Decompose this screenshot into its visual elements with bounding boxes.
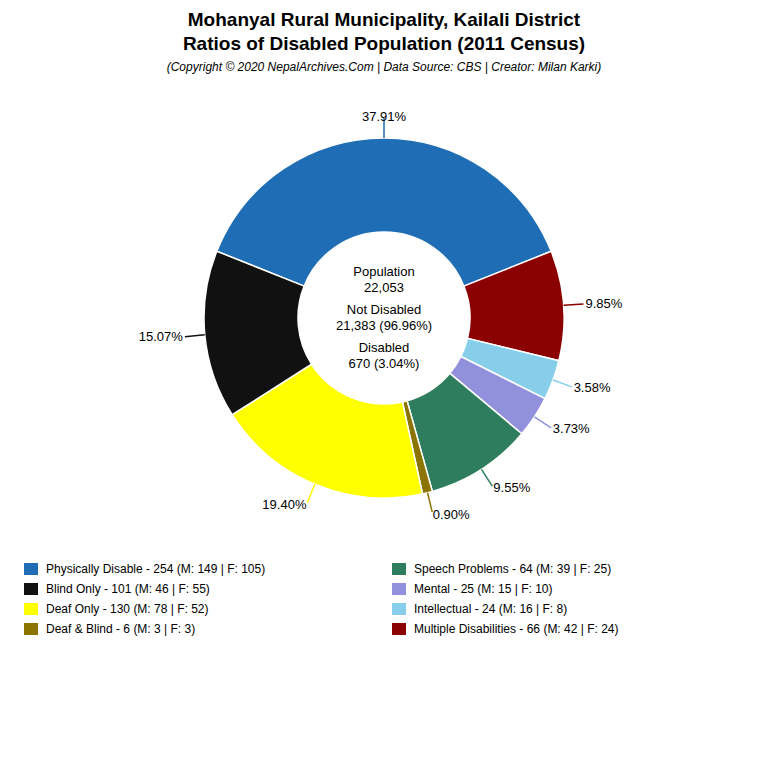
html-text:Deaf & Blind - 6 (M: 3 | F: 3): Deaf & Blind - 6 (M: 3 | F: 3) (46, 622, 196, 636)
svg-text:0.90%: 0.90% (433, 507, 470, 522)
html-text:Mohanyal Rural Municipality, K: Mohanyal Rural Municipality, Kailali Dis… (187, 9, 581, 30)
html-text:22,053: 22,053 (364, 280, 404, 295)
html-text:Ratios of Disabled Population: Ratios of Disabled Population (2011 Cens… (182, 33, 586, 54)
svg-text:3.58%: 3.58% (574, 380, 611, 395)
html-text:21,383 (96.96%): 21,383 (96.96%) (335, 318, 433, 333)
html-text:Speech Problems - 64 (M: 39 |: Speech Problems - 64 (M: 39 | F: 25) (414, 562, 612, 576)
html-text:Physically Disable - 254 (M: 1: Physically Disable - 254 (M: 149 | F: 10… (46, 562, 266, 576)
svg-text:3.73%: 3.73% (553, 421, 590, 436)
html-text:Not Disabled: Not Disabled (346, 302, 422, 317)
svg-text:9.55%: 9.55% (493, 480, 530, 495)
svg-text:19.40%: 19.40% (262, 497, 307, 512)
html-text:(Copyright © 2020 NepalArchive: (Copyright © 2020 NepalArchives.Com | Da… (166, 60, 602, 74)
html-text:Blind Only - 101 (M: 46 | F: 5: Blind Only - 101 (M: 46 | F: 55) (46, 582, 210, 596)
svg-text:9.85%: 9.85% (586, 296, 623, 311)
html-text:670 (3.04%): 670 (3.04%) (348, 356, 420, 371)
html-text:Deaf Only - 130 (M: 78 | F: 52: Deaf Only - 130 (M: 78 | F: 52) (46, 602, 209, 616)
html-text:Mental - 25 (M: 15 | F: 10): Mental - 25 (M: 15 | F: 10) (414, 582, 553, 596)
html-text:Population: Population (353, 264, 415, 279)
html-text:Multiple Disabilities - 66 (M:: Multiple Disabilities - 66 (M: 42 | F: 2… (414, 622, 619, 636)
html-text:Disabled: Disabled (358, 340, 410, 355)
svg-text:37.91%: 37.91% (362, 109, 407, 124)
html-text:Intellectual - 24 (M: 16 | F:: Intellectual - 24 (M: 16 | F: 8) (414, 602, 568, 616)
svg-text:15.07%: 15.07% (139, 329, 184, 344)
